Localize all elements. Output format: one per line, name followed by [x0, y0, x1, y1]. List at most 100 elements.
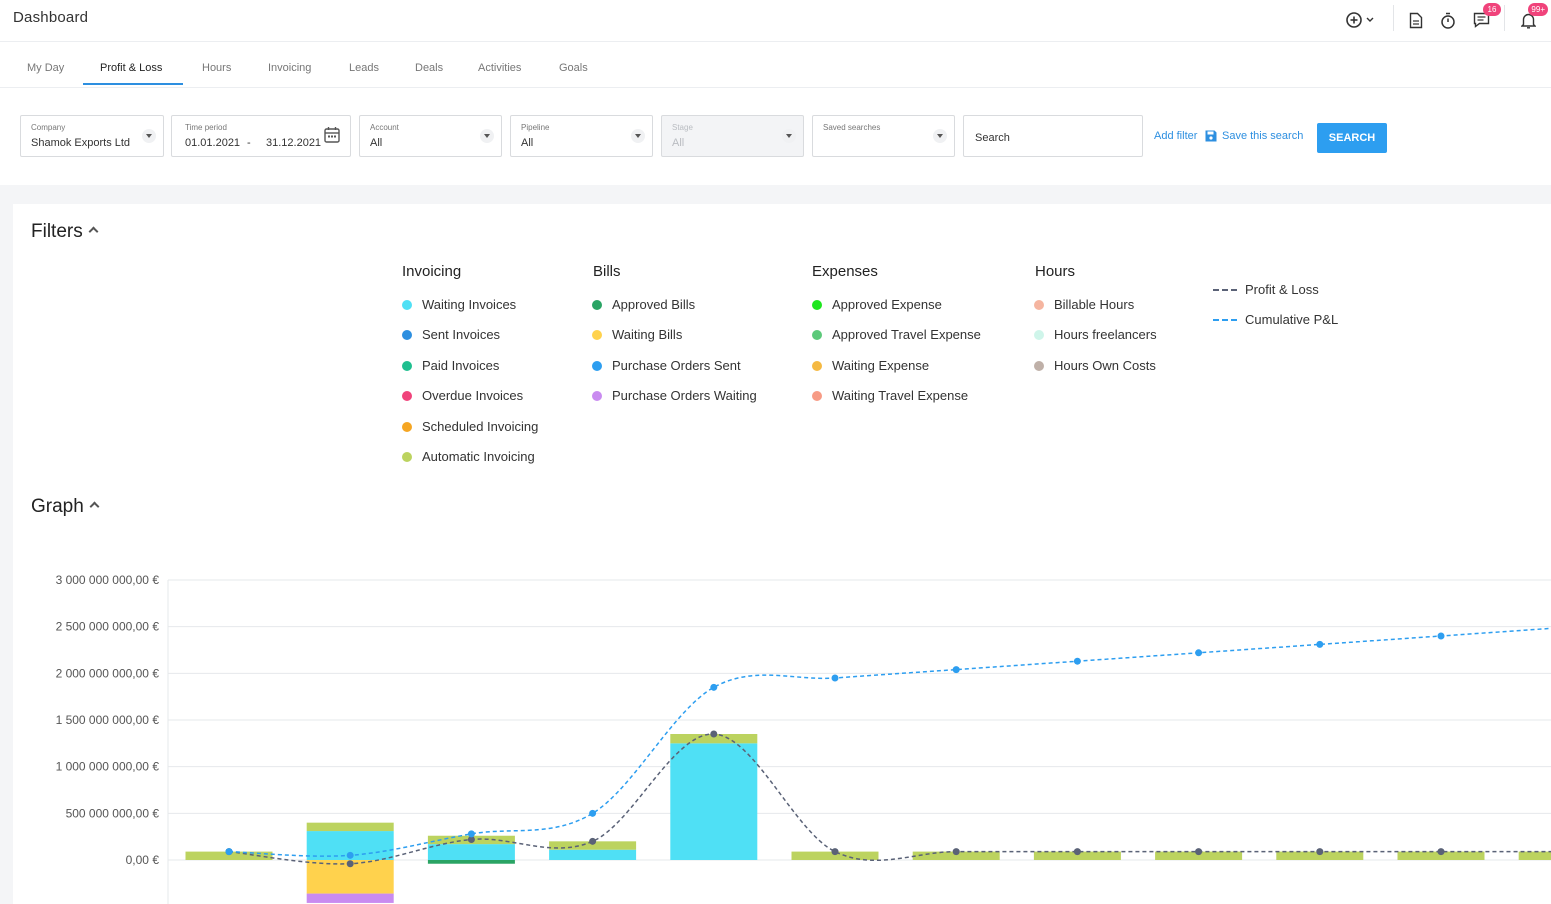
legend-bills-title: Bills	[593, 263, 621, 280]
legend-dot	[402, 361, 412, 371]
chat-button[interactable]: 16	[1469, 3, 1501, 32]
dashed-line-icon	[1213, 289, 1237, 291]
filters-section-toggle[interactable]: Filters	[31, 221, 99, 243]
top-bar: Dashboard 16	[0, 0, 1551, 42]
legend-item[interactable]: Approved Travel Expense	[812, 327, 981, 342]
legend-item[interactable]: Waiting Invoices	[402, 297, 516, 312]
series-point	[1195, 848, 1203, 856]
filters-title: Filters	[31, 221, 83, 242]
legend-item[interactable]: Overdue Invoices	[402, 388, 523, 403]
add-new-button[interactable]	[1343, 8, 1379, 32]
legend-item[interactable]: Waiting Expense	[812, 358, 929, 373]
dashed-line-icon	[1213, 319, 1237, 321]
legend-item-profit-loss[interactable]: Profit & Loss	[1213, 282, 1319, 297]
tab-goals[interactable]: Goals	[559, 62, 588, 74]
legend-item[interactable]: Hours Own Costs	[1034, 358, 1156, 373]
bar-segment	[670, 743, 758, 860]
legend-dot	[402, 422, 412, 432]
bar-segment	[1155, 851, 1243, 860]
legend-item[interactable]: Waiting Travel Expense	[812, 388, 968, 403]
date-separator: -	[247, 137, 251, 149]
company-label: Company	[31, 123, 66, 132]
series-point	[1437, 848, 1445, 856]
legend-dot	[1034, 330, 1044, 340]
legend-item[interactable]: Hours freelancers	[1034, 327, 1157, 342]
legend-expenses-title: Expenses	[812, 263, 878, 280]
floppy-disk-icon[interactable]	[1205, 130, 1217, 142]
tab-invoicing[interactable]: Invoicing	[268, 62, 312, 74]
legend-item[interactable]: Paid Invoices	[402, 358, 500, 373]
tab-activities[interactable]: Activities	[478, 62, 522, 74]
company-select[interactable]: Company Shamok Exports Ltd	[20, 115, 164, 157]
tab-profit-loss[interactable]: Profit & Loss	[100, 62, 163, 74]
legend-label: Hours Own Costs	[1054, 358, 1156, 373]
bar-segment	[185, 851, 273, 860]
legend-dot	[1034, 361, 1044, 371]
time-period-label: Time period	[185, 123, 227, 132]
legend-item[interactable]: Sent Invoices	[402, 327, 500, 342]
bar-segment	[306, 822, 394, 832]
pipeline-select[interactable]: Pipeline All	[510, 115, 653, 157]
legend-dot	[402, 330, 412, 340]
series-point	[1316, 640, 1324, 648]
chevron-down-icon	[782, 129, 796, 143]
bar-segment	[549, 841, 637, 850]
saved-searches-label: Saved searches	[823, 123, 881, 132]
date-to[interactable]: 31.12.2021	[266, 137, 322, 149]
timer-button[interactable]	[1436, 8, 1460, 32]
stopwatch-icon	[1441, 12, 1455, 29]
filter-bar: Company Shamok Exports Ltd Time period 0…	[0, 88, 1551, 185]
legend-dot	[402, 391, 412, 401]
graph-section-toggle[interactable]: Graph	[31, 496, 100, 518]
legend-item[interactable]: Approved Bills	[592, 297, 695, 312]
saved-searches-select[interactable]: Saved searches	[812, 115, 955, 157]
y-tick-label: 2 500 000 000,00 €	[56, 620, 160, 634]
legend-dot	[812, 361, 822, 371]
stage-value: All	[672, 137, 685, 149]
page-title: Dashboard	[13, 9, 89, 26]
series-point	[589, 837, 597, 845]
bar-segment	[670, 734, 758, 744]
add-filter-link[interactable]: Add filter	[1154, 130, 1198, 142]
save-search-link[interactable]: Save this search	[1222, 130, 1304, 142]
series-line	[228, 627, 1551, 857]
profit-loss-chart: 3 000 000 000,00 € 2 500 000 000,00 € 2 00…	[56, 573, 1551, 904]
time-period-picker[interactable]: Time period 01.01.2021 - 31.12.2021	[171, 115, 351, 157]
tab-hours[interactable]: Hours	[202, 62, 232, 74]
search-input[interactable]: Search	[963, 115, 1143, 157]
legend-item[interactable]: Purchase Orders Sent	[592, 358, 741, 373]
toolbar-divider	[1504, 5, 1505, 31]
search-button[interactable]: SEARCH	[1317, 123, 1387, 153]
legend-label: Paid Invoices	[422, 358, 500, 373]
document-button[interactable]	[1404, 8, 1428, 32]
series-line	[228, 733, 1551, 865]
series-point	[952, 848, 960, 856]
tab-bar: My Day Profit & Loss Hours Invoicing Lea…	[0, 42, 1551, 88]
legend-label: Scheduled Invoicing	[422, 419, 539, 434]
bar-segment	[1518, 851, 1551, 860]
legend-item-cumulative[interactable]: Cumulative P&L	[1213, 312, 1339, 327]
series-point	[1195, 649, 1203, 657]
notifications-button[interactable]: 99+	[1516, 3, 1548, 32]
series-point	[1073, 848, 1081, 856]
legend-item[interactable]: Scheduled Invoicing	[402, 419, 539, 434]
legend-item[interactable]: Waiting Bills	[592, 327, 682, 342]
calendar-icon[interactable]	[324, 126, 340, 143]
stage-select: Stage All	[661, 115, 804, 157]
legend-item[interactable]: Approved Expense	[812, 297, 942, 312]
tab-leads[interactable]: Leads	[349, 62, 379, 74]
y-tick-label: 500 000 000,00 €	[66, 806, 160, 820]
series-point	[831, 848, 839, 856]
legend-label: Purchase Orders Sent	[612, 358, 741, 373]
bar-segment	[427, 860, 515, 864]
legend-label: Purchase Orders Waiting	[612, 388, 757, 403]
tab-deals[interactable]: Deals	[415, 62, 444, 74]
legend-label: Cumulative P&L	[1245, 312, 1339, 327]
legend-item[interactable]: Purchase Orders Waiting	[592, 388, 757, 403]
legend-item[interactable]: Automatic Invoicing	[402, 449, 535, 464]
y-tick-label: 1 500 000 000,00 €	[56, 713, 160, 727]
date-from[interactable]: 01.01.2021	[185, 137, 241, 149]
tab-my-day[interactable]: My Day	[27, 62, 65, 74]
legend-item[interactable]: Billable Hours	[1034, 297, 1134, 312]
account-select[interactable]: Account All	[359, 115, 502, 157]
